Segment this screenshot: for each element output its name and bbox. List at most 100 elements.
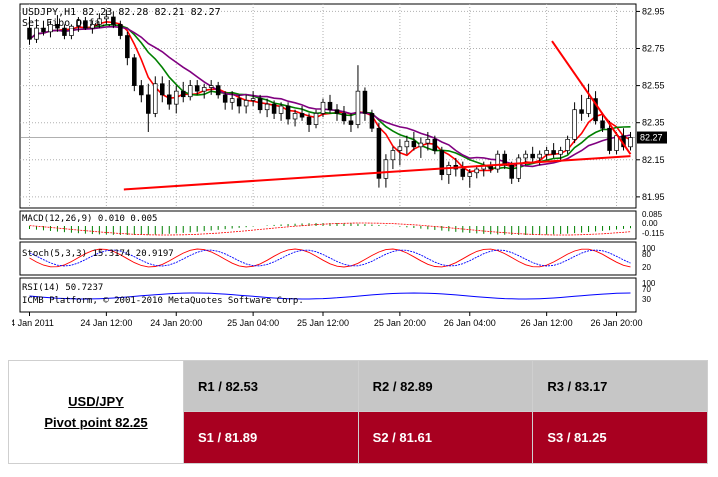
macd-label: MACD(12,26,9) 0.010 0.005 bbox=[22, 214, 157, 224]
candle-body bbox=[146, 94, 151, 114]
candle-body bbox=[572, 109, 577, 140]
candle bbox=[558, 146, 563, 162]
candle-body bbox=[523, 153, 528, 159]
candle-body bbox=[187, 85, 193, 98]
x-tick-label: 24 Jan 20:00 bbox=[150, 318, 202, 328]
candle bbox=[327, 94, 333, 114]
candle bbox=[586, 83, 591, 118]
candle bbox=[460, 161, 466, 181]
candle bbox=[278, 102, 284, 121]
candle-body bbox=[48, 24, 53, 33]
candle-body bbox=[243, 100, 249, 107]
candle-body bbox=[439, 150, 445, 175]
candle bbox=[355, 65, 361, 129]
candle-body bbox=[229, 98, 235, 103]
candle bbox=[348, 113, 354, 132]
x-tick-label: 26 Jan 20:00 bbox=[591, 318, 643, 328]
candle bbox=[432, 135, 438, 155]
candle-body bbox=[593, 98, 598, 122]
pivot-label-cell: USD/JPY Pivot point 82.25 bbox=[8, 360, 184, 464]
candle bbox=[467, 169, 473, 188]
candle bbox=[146, 83, 151, 132]
candle bbox=[97, 13, 102, 29]
candle bbox=[334, 104, 340, 121]
macd-signal-line bbox=[29, 222, 631, 236]
candle bbox=[250, 91, 256, 106]
candle bbox=[201, 83, 207, 99]
candle bbox=[111, 11, 116, 29]
stoch-panel-frame bbox=[19, 241, 637, 276]
candle bbox=[572, 102, 577, 144]
candle bbox=[397, 139, 403, 166]
trendline bbox=[123, 155, 631, 191]
candle-body bbox=[236, 98, 242, 107]
candle-body bbox=[607, 127, 612, 151]
candle-body bbox=[306, 116, 312, 125]
candle-body bbox=[215, 85, 221, 96]
candle-body bbox=[320, 101, 326, 114]
stoch-main-line bbox=[29, 248, 631, 268]
symbol-header: USDJPY,H1 82.23 82.28 82.21 82.27 bbox=[22, 7, 221, 18]
candle-body bbox=[83, 20, 88, 29]
platform-label: ICMB Platform, © 2001-2010 MetaQuotes So… bbox=[22, 296, 304, 306]
candle bbox=[160, 76, 165, 103]
resistance-2: R2 / 82.89 bbox=[357, 360, 534, 412]
candle bbox=[495, 150, 500, 173]
rsi-label: RSI(14) 50.7237 bbox=[22, 283, 103, 293]
y-tick-label: 82.95 bbox=[642, 6, 665, 16]
trendline bbox=[551, 40, 632, 155]
candle-body bbox=[285, 105, 291, 120]
candle bbox=[474, 165, 480, 179]
indicator-tick-label: 0.085 bbox=[642, 210, 663, 219]
candle-body bbox=[69, 25, 74, 36]
candle-body bbox=[160, 83, 165, 96]
indicator-tick-label: 100 bbox=[642, 244, 656, 253]
candle-body bbox=[327, 101, 333, 111]
candle bbox=[593, 91, 598, 125]
candle bbox=[383, 154, 389, 188]
pivot-table: USD/JPY Pivot point 82.25 R1 / 82.53 R2 … bbox=[8, 360, 708, 464]
candle bbox=[55, 15, 60, 32]
candle-body bbox=[362, 90, 368, 114]
y-tick-label: 81.95 bbox=[642, 192, 665, 202]
candle-body bbox=[180, 90, 186, 98]
candle bbox=[76, 16, 81, 32]
candle-body bbox=[27, 27, 32, 40]
candles bbox=[27, 9, 633, 188]
candle-body bbox=[341, 113, 347, 122]
candle-body bbox=[614, 135, 619, 151]
candle bbox=[132, 54, 137, 92]
candle-body bbox=[132, 57, 137, 86]
candle bbox=[320, 98, 326, 118]
candle bbox=[425, 131, 431, 151]
candle bbox=[208, 80, 214, 95]
x-tick-label: 25 Jan 04:00 bbox=[227, 318, 279, 328]
candle bbox=[551, 143, 556, 158]
candle-body bbox=[383, 159, 389, 179]
trendlines bbox=[123, 40, 632, 191]
current-price-box bbox=[637, 131, 667, 144]
y-axis: 82.95 82.75 82.55 82.35 82.15 81.95 82.27 bbox=[636, 6, 667, 202]
resistance-3: R3 / 83.17 bbox=[532, 360, 708, 412]
candle bbox=[530, 146, 535, 162]
candle-body bbox=[537, 153, 542, 159]
candle bbox=[516, 154, 521, 183]
candle bbox=[83, 16, 88, 30]
candle bbox=[628, 131, 633, 151]
stoch-signal-line bbox=[29, 249, 631, 267]
indicator-tick-label: 20 bbox=[642, 263, 651, 272]
candle-body bbox=[544, 150, 549, 155]
candle bbox=[41, 20, 46, 36]
candle-body bbox=[278, 105, 284, 114]
candle-body bbox=[292, 113, 298, 120]
candle-body bbox=[390, 150, 396, 161]
candle bbox=[27, 16, 32, 45]
candle bbox=[243, 94, 249, 114]
candle bbox=[390, 146, 396, 170]
x-tick-label: 25 Jan 20:00 bbox=[374, 318, 426, 328]
candle bbox=[257, 94, 263, 114]
candle-body bbox=[460, 168, 466, 177]
candle bbox=[404, 135, 410, 155]
candle-body bbox=[516, 157, 521, 179]
